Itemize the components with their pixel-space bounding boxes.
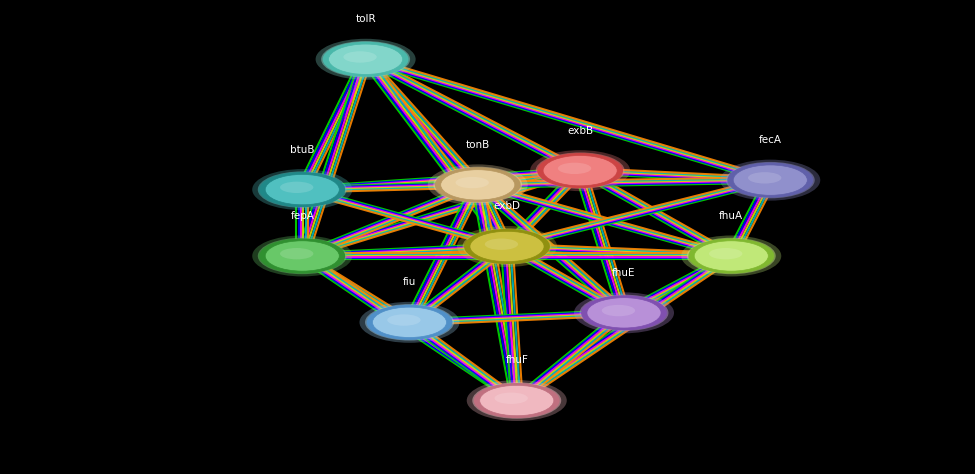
Text: fhuE: fhuE <box>612 268 636 278</box>
Ellipse shape <box>579 295 669 331</box>
Ellipse shape <box>543 155 617 186</box>
Ellipse shape <box>253 169 352 210</box>
Ellipse shape <box>581 295 667 330</box>
Ellipse shape <box>257 172 347 208</box>
Text: exbD: exbD <box>493 201 521 211</box>
Ellipse shape <box>435 167 521 202</box>
Text: fepA: fepA <box>291 211 314 221</box>
Ellipse shape <box>343 51 376 63</box>
Ellipse shape <box>259 172 345 207</box>
Ellipse shape <box>462 228 552 264</box>
Ellipse shape <box>457 226 557 267</box>
Ellipse shape <box>316 39 415 80</box>
Ellipse shape <box>360 302 459 343</box>
Ellipse shape <box>265 174 339 205</box>
Ellipse shape <box>472 383 562 419</box>
Ellipse shape <box>265 241 339 271</box>
Ellipse shape <box>387 314 420 326</box>
Text: fecA: fecA <box>759 135 782 145</box>
Ellipse shape <box>280 182 313 193</box>
Ellipse shape <box>474 383 560 418</box>
Ellipse shape <box>253 236 352 276</box>
Ellipse shape <box>537 153 623 188</box>
Ellipse shape <box>441 170 515 200</box>
Ellipse shape <box>688 238 774 273</box>
Ellipse shape <box>574 292 674 333</box>
Ellipse shape <box>485 238 518 250</box>
Text: fhuA: fhuA <box>720 211 743 221</box>
Ellipse shape <box>682 236 781 276</box>
Ellipse shape <box>280 248 313 259</box>
Ellipse shape <box>587 298 661 328</box>
Text: fhuF: fhuF <box>505 356 528 365</box>
Ellipse shape <box>367 305 452 340</box>
Ellipse shape <box>535 153 625 189</box>
Ellipse shape <box>748 172 781 183</box>
Ellipse shape <box>480 385 554 416</box>
Ellipse shape <box>558 163 591 174</box>
Ellipse shape <box>372 307 447 337</box>
Ellipse shape <box>725 162 815 198</box>
Text: tonB: tonB <box>466 140 489 150</box>
Ellipse shape <box>467 380 566 421</box>
Ellipse shape <box>727 163 813 198</box>
Ellipse shape <box>321 41 410 77</box>
Ellipse shape <box>257 238 347 274</box>
Ellipse shape <box>433 167 523 203</box>
Text: btuB: btuB <box>290 145 315 155</box>
Ellipse shape <box>721 160 820 201</box>
Ellipse shape <box>464 229 550 264</box>
Ellipse shape <box>686 238 776 274</box>
Ellipse shape <box>323 42 409 77</box>
Ellipse shape <box>733 165 807 195</box>
Ellipse shape <box>455 177 488 188</box>
Text: exbB: exbB <box>567 126 593 136</box>
Ellipse shape <box>365 304 454 340</box>
Ellipse shape <box>530 150 630 191</box>
Ellipse shape <box>602 305 635 316</box>
Ellipse shape <box>494 392 527 404</box>
Ellipse shape <box>694 241 768 271</box>
Ellipse shape <box>329 44 403 74</box>
Ellipse shape <box>470 231 544 262</box>
Ellipse shape <box>709 248 742 259</box>
Ellipse shape <box>428 164 527 205</box>
Text: tolR: tolR <box>355 14 376 24</box>
Text: fiu: fiu <box>403 277 416 287</box>
Ellipse shape <box>259 238 345 273</box>
